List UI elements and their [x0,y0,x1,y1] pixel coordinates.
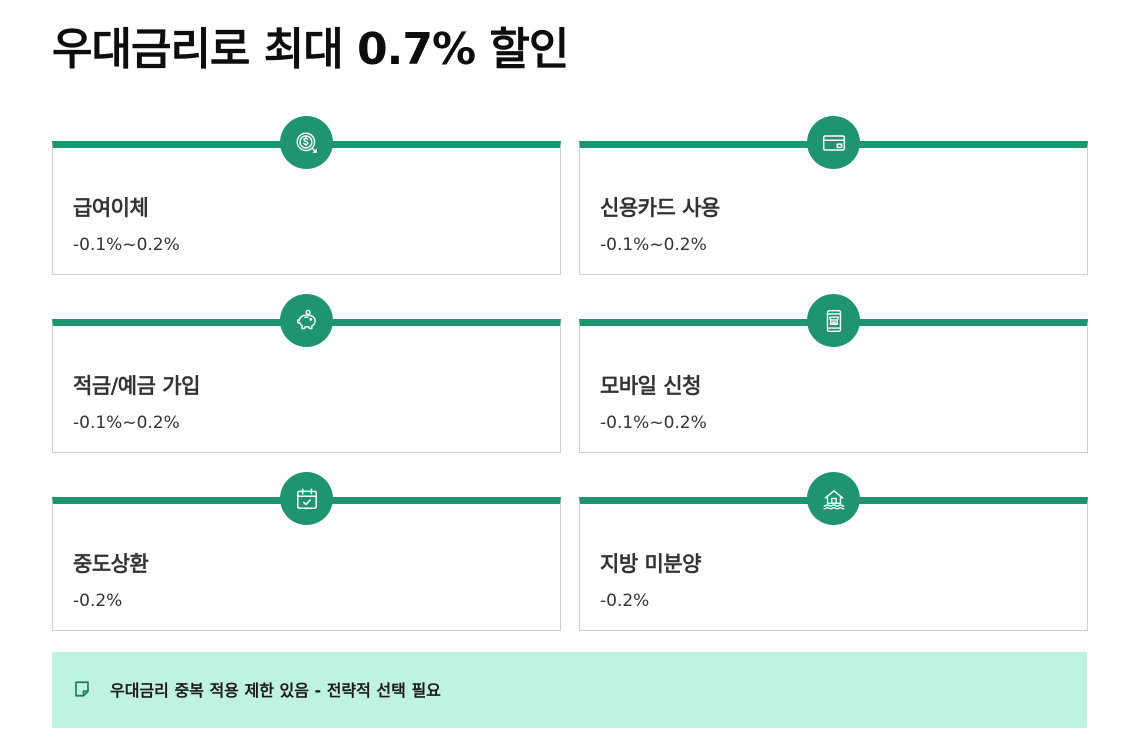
piggy-bank-icon [280,294,333,347]
card-value: -0.1%~0.2% [73,413,180,433]
card-label: 모바일 신청 [600,374,701,398]
notice-text: 우대금리 중복 적용 제한 있음 - 전략적 선택 필요 [110,681,441,700]
card-value: -0.2% [600,591,650,611]
benefit-card-savings: 적금/예금 가입 -0.1%~0.2% [52,294,561,453]
mobile-shop-icon [807,294,860,347]
dollar-coin-icon [280,116,333,169]
card-label: 급여이체 [73,196,149,220]
benefit-card-salary: 급여이체 -0.1%~0.2% [52,116,561,275]
card-label: 신용카드 사용 [600,196,720,220]
house-water-icon [807,472,860,525]
benefit-card-early-repayment: 중도상환 -0.2% [52,472,561,631]
benefit-card-regional-unsold: 지방 미분양 -0.2% [579,472,1088,631]
page-title: 우대금리로 최대 0.7% 할인 [52,24,569,75]
card-label: 적금/예금 가입 [73,374,200,398]
card-label: 지방 미분양 [600,552,701,576]
card-label: 중도상환 [73,552,149,576]
card-value: -0.2% [73,591,123,611]
calendar-check-icon [280,472,333,525]
card-value: -0.1%~0.2% [73,235,180,255]
sticky-note-icon [75,681,89,697]
card-value: -0.1%~0.2% [600,413,707,433]
card-value: -0.1%~0.2% [600,235,707,255]
benefit-card-credit-card: 신용카드 사용 -0.1%~0.2% [579,116,1088,275]
benefit-card-mobile: 모바일 신청 -0.1%~0.2% [579,294,1088,453]
notice-box: 우대금리 중복 적용 제한 있음 - 전략적 선택 필요 [52,652,1087,728]
credit-card-icon [807,116,860,169]
